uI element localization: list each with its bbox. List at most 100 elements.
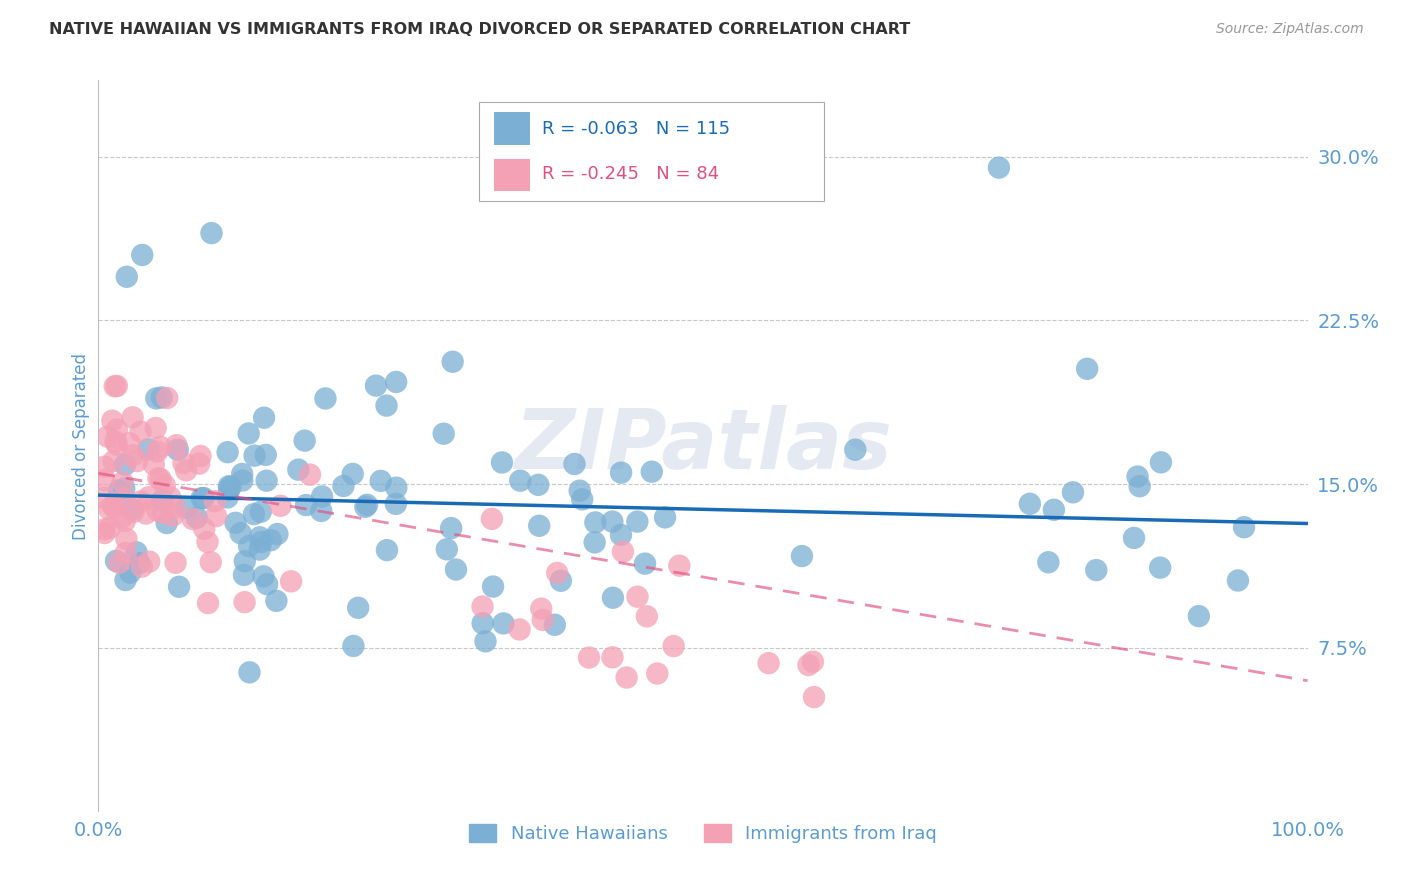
Native Hawaiians — [166, 442, 188, 457]
Immigrants from Iraq — [98, 521, 121, 535]
Native Hawaiians — [544, 617, 567, 632]
Native Hawaiians — [295, 498, 318, 512]
Immigrants from Iraq — [181, 512, 204, 526]
Native Hawaiians — [385, 375, 408, 389]
Immigrants from Iraq — [190, 449, 212, 463]
Text: ZIPatlas: ZIPatlas — [515, 406, 891, 486]
Native Hawaiians — [482, 580, 505, 594]
Native Hawaiians — [347, 600, 370, 615]
Immigrants from Iraq — [193, 522, 215, 536]
Immigrants from Iraq — [174, 463, 197, 477]
Native Hawaiians — [105, 554, 128, 568]
Immigrants from Iraq — [145, 421, 167, 435]
Native Hawaiians — [433, 426, 456, 441]
Native Hawaiians — [150, 391, 173, 405]
Native Hawaiians — [128, 556, 150, 570]
Native Hawaiians — [233, 568, 256, 582]
Native Hawaiians — [1123, 531, 1146, 545]
Immigrants from Iraq — [122, 505, 145, 519]
Native Hawaiians — [1126, 469, 1149, 483]
Text: R = -0.245   N = 84: R = -0.245 N = 84 — [543, 165, 720, 184]
Native Hawaiians — [231, 474, 253, 488]
Native Hawaiians — [441, 355, 464, 369]
FancyBboxPatch shape — [494, 112, 530, 145]
Immigrants from Iraq — [93, 522, 115, 536]
Native Hawaiians — [150, 493, 173, 508]
Native Hawaiians — [571, 492, 593, 507]
Immigrants from Iraq — [645, 666, 668, 681]
Native Hawaiians — [492, 616, 515, 631]
Native Hawaiians — [167, 580, 190, 594]
Native Hawaiians — [114, 458, 136, 472]
Native Hawaiians — [174, 500, 197, 515]
Immigrants from Iraq — [111, 475, 134, 490]
Immigrants from Iraq — [188, 457, 211, 471]
Native Hawaiians — [436, 542, 458, 557]
Immigrants from Iraq — [118, 436, 141, 450]
Immigrants from Iraq — [105, 379, 128, 393]
Native Hawaiians — [114, 573, 136, 587]
Immigrants from Iraq — [636, 609, 658, 624]
Immigrants from Iraq — [115, 532, 138, 546]
Native Hawaiians — [1062, 485, 1084, 500]
Native Hawaiians — [229, 526, 252, 541]
Native Hawaiians — [471, 616, 494, 631]
Native Hawaiians — [238, 426, 260, 441]
Native Hawaiians — [602, 591, 624, 605]
Native Hawaiians — [370, 474, 392, 488]
Native Hawaiians — [1226, 574, 1249, 588]
Immigrants from Iraq — [104, 434, 127, 449]
Native Hawaiians — [249, 505, 271, 519]
Immigrants from Iraq — [530, 601, 553, 615]
Immigrants from Iraq — [111, 510, 134, 524]
Native Hawaiians — [364, 378, 387, 392]
Native Hawaiians — [266, 594, 288, 608]
Native Hawaiians — [790, 549, 813, 563]
Native Hawaiians — [385, 481, 408, 495]
Native Hawaiians — [311, 490, 333, 504]
Native Hawaiians — [342, 467, 364, 481]
Immigrants from Iraq — [103, 500, 125, 515]
Native Hawaiians — [217, 491, 239, 505]
Immigrants from Iraq — [138, 555, 160, 569]
Immigrants from Iraq — [233, 595, 256, 609]
Immigrants from Iraq — [97, 501, 120, 516]
Immigrants from Iraq — [159, 490, 181, 504]
Native Hawaiians — [254, 448, 277, 462]
Native Hawaiians — [238, 539, 260, 553]
Native Hawaiians — [527, 518, 550, 533]
Immigrants from Iraq — [509, 623, 531, 637]
Immigrants from Iraq — [149, 472, 172, 486]
Native Hawaiians — [474, 634, 496, 648]
Immigrants from Iraq — [129, 494, 152, 508]
Immigrants from Iraq — [93, 459, 115, 474]
Native Hawaiians — [1038, 555, 1060, 569]
Immigrants from Iraq — [114, 514, 136, 528]
FancyBboxPatch shape — [494, 159, 530, 191]
Immigrants from Iraq — [270, 499, 292, 513]
Immigrants from Iraq — [280, 574, 302, 589]
Immigrants from Iraq — [114, 546, 136, 560]
Immigrants from Iraq — [152, 506, 174, 520]
Immigrants from Iraq — [146, 444, 169, 458]
Immigrants from Iraq — [204, 494, 226, 508]
Immigrants from Iraq — [93, 473, 115, 487]
Native Hawaiians — [287, 463, 309, 477]
Immigrants from Iraq — [93, 491, 115, 505]
Native Hawaiians — [224, 516, 246, 530]
Immigrants from Iraq — [803, 690, 825, 704]
Native Hawaiians — [231, 467, 253, 481]
Native Hawaiians — [583, 535, 606, 549]
Native Hawaiians — [1188, 609, 1211, 624]
Native Hawaiians — [641, 465, 664, 479]
Native Hawaiians — [256, 474, 278, 488]
Native Hawaiians — [219, 480, 242, 494]
Immigrants from Iraq — [163, 500, 186, 515]
Native Hawaiians — [260, 533, 283, 548]
Native Hawaiians — [120, 566, 142, 580]
Native Hawaiians — [256, 577, 278, 591]
Immigrants from Iraq — [112, 491, 135, 506]
Native Hawaiians — [1233, 520, 1256, 534]
Immigrants from Iraq — [612, 544, 634, 558]
Legend: Native Hawaiians, Immigrants from Iraq: Native Hawaiians, Immigrants from Iraq — [463, 816, 943, 850]
